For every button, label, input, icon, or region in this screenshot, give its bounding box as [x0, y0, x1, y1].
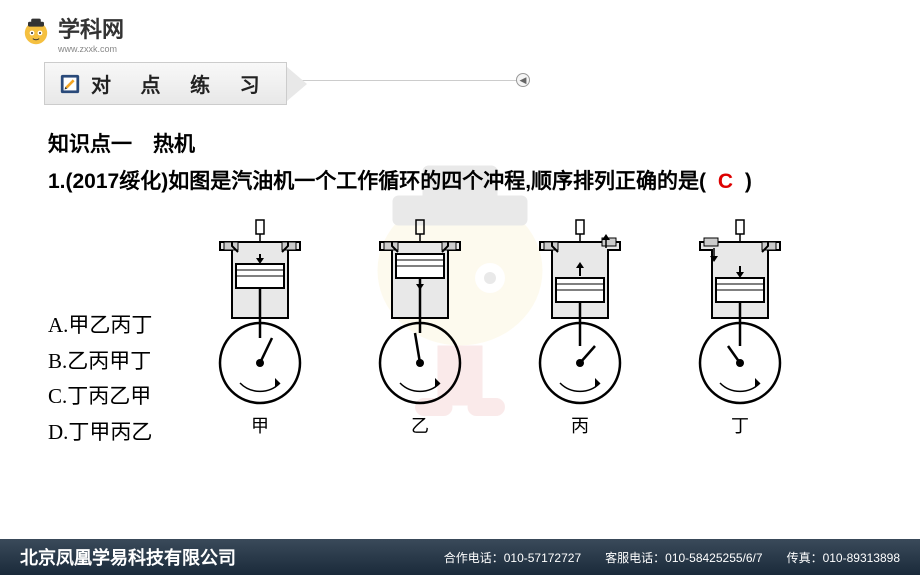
nav-line	[280, 80, 520, 81]
engine-diagram-1: 甲	[200, 218, 320, 438]
question-prefix: 1.(2017绥化)如图是汽油机一个工作循环的四个冲程,顺序排列正确的是(	[48, 170, 706, 193]
engine-diagram-2: 乙	[360, 218, 480, 438]
question-suffix: )	[745, 170, 752, 193]
answer-options: A.甲乙丙丁 B.乙丙甲丁 C.丁丙乙甲 D.丁甲丙乙	[48, 308, 152, 451]
engine-diagram-4: 丁	[680, 218, 800, 438]
option-c: C.丁丙乙甲	[48, 379, 152, 415]
engine-label-2: 乙	[411, 412, 429, 438]
contact-fax: 传真：010-89313898	[787, 549, 900, 566]
knowledge-point-title: 知识点一 热机	[48, 128, 872, 158]
engine-label-4: 丁	[731, 412, 749, 438]
logo-mascot-icon	[20, 17, 52, 49]
logo-url: www.zxxk.com	[58, 44, 124, 54]
option-d: D.丁甲丙乙	[48, 415, 152, 451]
option-a: A.甲乙丙丁	[48, 308, 152, 344]
header-arrow-deco	[287, 67, 307, 101]
answer-letter: C	[718, 170, 733, 193]
content-area: 知识点一 热机 1.(2017绥化)如图是汽油机一个工作循环的四个冲程,顺序排列…	[48, 128, 872, 198]
logo-title: 学科网	[58, 12, 124, 44]
contact-coop: 合作电话：010-57172727	[444, 549, 581, 566]
engine-label-1: 甲	[251, 412, 269, 438]
option-b: B.乙丙甲丁	[48, 344, 152, 380]
footer-bar: 北京凤凰学易科技有限公司 合作电话：010-57172727 客服电话：010-…	[0, 539, 920, 575]
engine-diagram-3: 丙	[520, 218, 640, 438]
nav-back-dot[interactable]: ◀	[516, 73, 530, 87]
company-name: 北京凤凰学易科技有限公司	[20, 544, 444, 570]
site-logo: 学科网 www.zxxk.com	[20, 12, 124, 54]
contact-service: 客服电话：010-58425255/6/7	[605, 549, 762, 566]
section-header: 对 点 练 习	[44, 62, 307, 105]
engine-diagrams: 甲 乙	[200, 218, 800, 438]
section-title: 对 点 练 习	[91, 69, 272, 98]
contact-info: 合作电话：010-57172727 客服电话：010-58425255/6/7 …	[444, 549, 900, 566]
engine-label-3: 丙	[571, 412, 589, 438]
pencil-note-icon	[59, 73, 81, 95]
question-text: 1.(2017绥化)如图是汽油机一个工作循环的四个冲程,顺序排列正确的是( C …	[48, 166, 872, 198]
